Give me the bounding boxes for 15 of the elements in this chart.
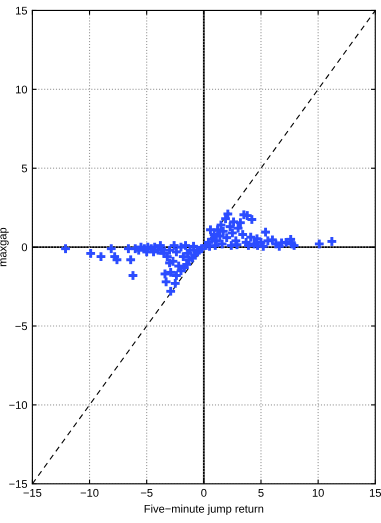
y-tick-label: 0: [22, 243, 28, 252]
x-tick-label: −5: [140, 489, 153, 497]
x-tick-label: −10: [80, 488, 99, 497]
y-tick-label: 10: [16, 86, 28, 94]
y-tick-label: −15: [9, 480, 28, 488]
y-tick-label: 15: [16, 6, 28, 15]
x-tick-label: 0: [201, 488, 206, 497]
x-tick-label: 5: [258, 489, 264, 497]
x-axis-title: Five−minute jump return: [144, 504, 264, 515]
y-axis-title: maxgap: [0, 228, 9, 266]
x-tick-label: 15: [370, 489, 381, 497]
x-tick-label: 10: [312, 488, 324, 497]
y-tick-label: −10: [9, 401, 28, 410]
y-tick-label: −5: [15, 322, 28, 330]
y-tick-label: 5: [22, 164, 28, 172]
